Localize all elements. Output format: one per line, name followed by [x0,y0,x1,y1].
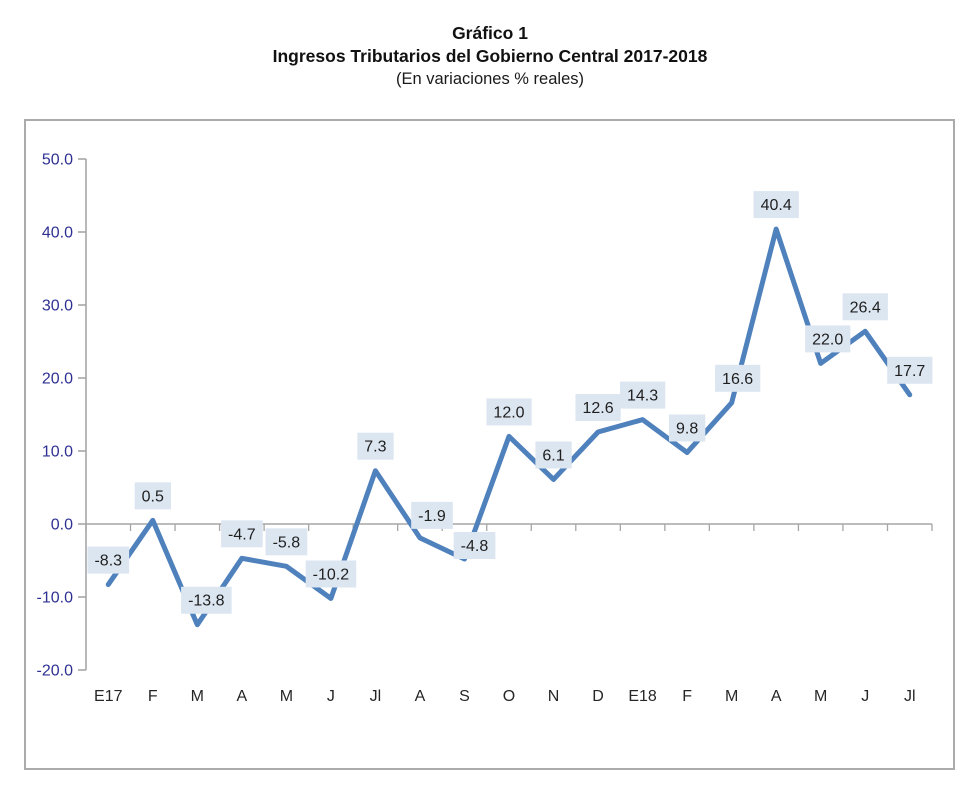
chart-subtitle: Ingresos Tributarios del Gobierno Centra… [272,46,708,66]
data-label: 14.3 [620,381,666,409]
data-label-text: 12.0 [493,404,524,421]
x-tick-label: A [237,688,248,705]
data-label-box [357,432,394,460]
data-label: 12.6 [575,394,621,422]
data-label-box [620,381,666,409]
y-tick-label: 40.0 [42,225,73,242]
data-label-text: -5.8 [273,534,301,551]
data-label: -1.9 [411,501,453,529]
x-tick-label: M [280,688,293,705]
data-label-text: 22.0 [812,331,843,348]
data-label: 12.0 [486,398,532,426]
data-label-box [221,520,263,548]
data-label-text: -8.3 [94,553,122,570]
y-tick-label: 50.0 [42,152,73,169]
chart-units-note: (En variaciones % reales) [396,70,584,88]
data-label-text: 0.5 [142,488,164,505]
data-label-box [805,325,851,353]
data-label-text: 17.7 [894,363,925,380]
x-tick-label: Jl [904,688,916,705]
data-label-box [575,394,621,422]
data-label-text: -4.7 [228,526,256,543]
data-label-box [887,356,933,384]
x-tick-label: A [415,688,426,705]
data-label-box [842,293,888,321]
x-tick-label: N [548,688,560,705]
data-label-text: 7.3 [364,439,386,456]
data-label: 16.6 [715,364,761,392]
chart-title-block: Gráfico 1 Ingresos Tributarios del Gobie… [0,22,980,91]
data-label: 9.8 [668,414,706,442]
data-label-box [181,586,232,614]
data-label-box [753,191,799,219]
data-label: -4.8 [453,532,496,560]
data-label-box [87,546,130,574]
data-label-box [265,528,308,556]
y-tick-label: 20.0 [42,371,73,388]
data-label-text: 16.6 [722,371,753,388]
data-label-text: -10.2 [313,566,350,583]
y-tick-label: -20.0 [37,663,74,680]
data-label-text: 9.8 [676,420,698,437]
data-label: 26.4 [842,293,888,321]
data-label-text: 40.4 [761,197,792,214]
chart-title: Gráfico 1 [452,23,528,43]
x-tick-label: M [191,688,204,705]
data-label: 17.7 [887,356,933,384]
data-label: -5.8 [265,528,308,556]
x-tick-label: A [771,688,782,705]
data-label-text: 12.6 [582,400,613,417]
data-series-line [105,226,913,628]
y-tick-label: 10.0 [42,444,73,461]
data-label: 7.3 [357,432,394,460]
data-label: 6.1 [535,441,572,469]
data-label: -4.7 [221,520,263,548]
data-label-box [134,482,172,510]
line-chart: 50.0 40.0 30.0 20.0 10.0 0.0 -10.0 -20.0 E17 F M A M… [37,152,933,705]
data-label-box [535,441,572,469]
data-label: 0.5 [134,482,172,510]
x-tick-label: J [327,688,335,705]
x-tick-label: M [725,688,738,705]
data-label: -13.8 [181,586,232,614]
x-tick-label: M [814,688,827,705]
y-tick-label: -10.0 [37,590,74,607]
y-tick-label: 0.0 [51,517,73,534]
x-tick-label: D [592,688,604,705]
x-tick-label: F [682,688,692,705]
x-tick-label: F [148,688,158,705]
chart-frame: 50.0 40.0 30.0 20.0 10.0 0.0 -10.0 -20.0 E17 F M A M… [24,119,955,770]
data-label-box [411,501,453,529]
data-label-box [486,398,532,426]
x-tick-label: J [861,688,869,705]
data-label: -8.3 [87,546,130,574]
data-label: 22.0 [805,325,851,353]
data-label-text: -1.9 [418,508,446,525]
data-label-box [453,532,496,560]
data-label: -10.2 [305,560,357,588]
data-label-text: 14.3 [627,388,658,405]
data-label-box [668,414,706,442]
data-label-text: 6.1 [542,447,564,464]
data-label-text: 26.4 [850,299,881,316]
x-tick-label: E18 [628,688,657,705]
data-label-text: -13.8 [188,593,225,610]
data-label-box [305,560,357,588]
data-label-text: -4.8 [461,538,489,555]
y-tick-label: 30.0 [42,298,73,315]
data-label-box [715,364,761,392]
x-tick-label: O [503,688,515,705]
x-tick-label: Jl [370,688,382,705]
x-tick-label: E17 [94,688,123,705]
data-label: 40.4 [753,191,799,219]
x-tick-label: S [459,688,470,705]
